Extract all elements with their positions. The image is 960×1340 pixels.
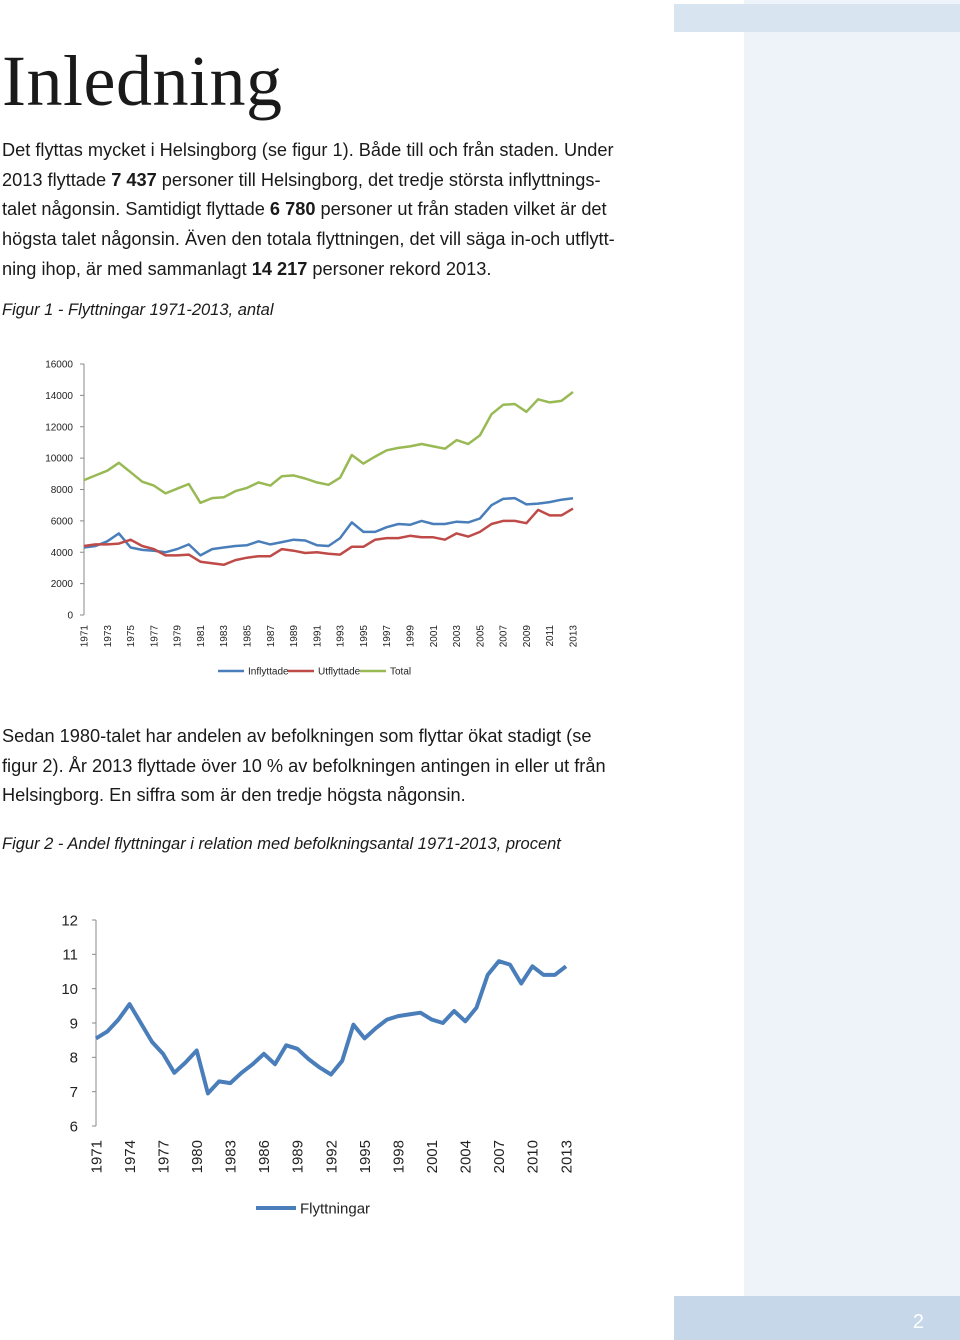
header-tab [674, 4, 960, 32]
x-tick-label: 1989 [290, 1140, 307, 1173]
y-tick-label: 2000 [51, 579, 74, 590]
total-count: 14 217 [251, 258, 308, 279]
intro-paragraph: Det flyttas mycket i Helsingborg (se fig… [2, 136, 692, 285]
x-tick-label: 1973 [103, 625, 114, 648]
y-tick-label: 10 [61, 981, 78, 998]
x-tick-label: 2003 [452, 625, 463, 648]
x-tick-label: 2005 [475, 625, 486, 648]
y-tick-label: 16000 [45, 360, 73, 371]
legend-label: Total [390, 667, 411, 678]
x-tick-label: 2007 [491, 1140, 508, 1173]
series-line-total [83, 391, 574, 505]
x-tick-label: 1980 [189, 1140, 206, 1173]
x-tick-label: 1977 [149, 625, 160, 648]
y-tick-label: 6000 [51, 516, 74, 527]
legend-label: Flyttningar [300, 1200, 370, 1217]
x-tick-label: 1971 [80, 625, 91, 648]
x-tick-label: 1989 [289, 625, 300, 648]
inflyttade-count: 7 437 [111, 169, 157, 190]
x-tick-label: 1974 [122, 1140, 139, 1173]
y-tick-label: 12 [61, 912, 78, 929]
intro-line: 2013 flyttade 7 437 personer till Helsin… [2, 169, 601, 190]
x-tick-label: 2001 [429, 625, 440, 648]
x-tick-label: 2001 [424, 1140, 441, 1173]
intro-line: talet någonsin. Samtidigt flyttade 6 780… [2, 199, 607, 220]
x-tick-label: 1993 [336, 625, 347, 648]
intro-line: högsta talet någonsin. Även den totala f… [2, 229, 615, 250]
second-paragraph: Sedan 1980-talet har andelen av befolkni… [2, 722, 692, 811]
y-tick-label: 4000 [51, 548, 74, 559]
x-tick-label: 2004 [458, 1140, 475, 1173]
y-tick-label: 9 [70, 1015, 78, 1032]
x-tick-label: 1986 [256, 1140, 273, 1173]
x-tick-label: 2010 [525, 1140, 542, 1173]
x-tick-label: 1983 [219, 625, 230, 648]
x-tick-label: 1997 [382, 625, 393, 648]
page-number: 2 [912, 1311, 924, 1333]
y-tick-label: 14000 [45, 391, 73, 402]
x-tick-label: 1977 [155, 1140, 172, 1173]
y-tick-label: 0 [67, 611, 73, 622]
x-tick-label: 1971 [88, 1140, 105, 1173]
figure2-chart: 6 7 8 9 10 11 12 1971 1974 1977 1980 1983 1986 1989 19… [61, 912, 575, 1217]
y-tick-label: 8 [70, 1050, 78, 1067]
paragraph-line: figur 2). År 2013 flyttade över 10 % av … [2, 755, 606, 776]
x-tick-label: 1999 [406, 625, 417, 648]
x-tick-label: 1979 [173, 625, 184, 648]
x-tick-label: 1983 [223, 1140, 240, 1173]
series-line-inflyttade [83, 496, 574, 557]
y-tick-label: 7 [70, 1084, 78, 1101]
x-tick-label: 1975 [126, 625, 137, 648]
side-panel [744, 0, 960, 1340]
x-tick-label: 1991 [312, 625, 323, 648]
figure2-caption: Figur 2 - Andel flyttningar i relation m… [2, 835, 561, 853]
x-tick-label: 1998 [390, 1140, 407, 1173]
x-tick-label: 1992 [323, 1140, 340, 1173]
x-tick-label: 2013 [558, 1140, 575, 1173]
series-line-utflyttade [83, 507, 574, 567]
x-tick-label: 1995 [359, 625, 370, 648]
figure1-caption: Figur 1 - Flyttningar 1971-2013, antal [2, 301, 274, 319]
page-title: Inledning [2, 41, 283, 121]
y-tick-label: 12000 [45, 422, 73, 433]
series-line-flyttningar [94, 959, 568, 1096]
x-tick-label: 2011 [545, 625, 556, 647]
y-tick-label: 8000 [51, 485, 74, 496]
x-tick-label: 1985 [243, 625, 254, 648]
x-tick-label: 1981 [196, 625, 207, 648]
figure1-chart: 0 2000 4000 6000 8000 10000 12000 14000 16000 197… [45, 360, 580, 678]
utflyttade-count: 6 780 [269, 199, 316, 220]
intro-line: ning ihop, är med sammanlagt 14 217 pers… [2, 258, 492, 279]
y-tick-label: 10000 [45, 454, 73, 465]
y-tick-label: 11 [62, 947, 78, 964]
x-tick-label: 1995 [357, 1140, 374, 1173]
y-tick-label: 6 [70, 1118, 78, 1135]
paragraph-line: Sedan 1980-talet har andelen av befolkni… [2, 726, 592, 746]
page-number-tab [674, 1296, 960, 1340]
x-tick-label: 2013 [569, 625, 580, 648]
legend-label: Inflyttade [248, 667, 289, 678]
x-tick-label: 2007 [499, 625, 510, 648]
intro-line: Det flyttas mycket i Helsingborg (se fig… [2, 140, 614, 160]
paragraph-line: Helsingborg. En siffra som är den tredje… [2, 785, 466, 806]
x-tick-label: 2009 [522, 625, 533, 648]
x-tick-label: 1987 [266, 625, 277, 648]
legend-label: Utflyttade [318, 667, 361, 678]
